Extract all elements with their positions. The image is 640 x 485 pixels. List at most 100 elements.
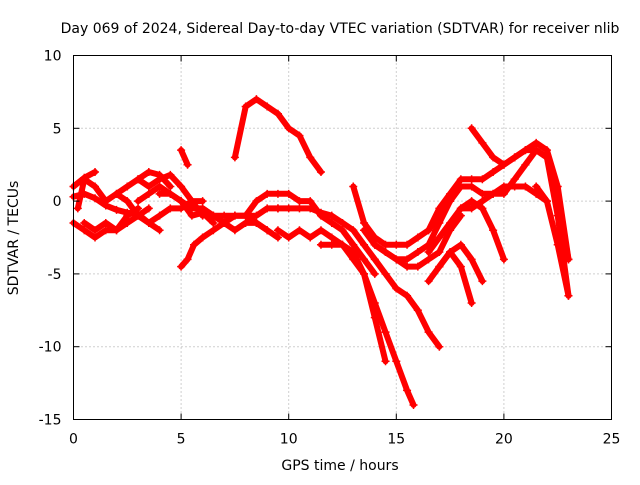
data-point (166, 182, 175, 191)
data-point (478, 204, 487, 213)
data-point (273, 226, 282, 235)
data-point (424, 248, 433, 257)
data-point (80, 226, 89, 235)
data-point (532, 138, 541, 147)
data-point (467, 124, 476, 133)
data-point (155, 175, 164, 184)
data-point (252, 197, 261, 206)
data-point (155, 226, 164, 235)
data-point (327, 218, 336, 227)
data-point (306, 153, 315, 162)
data-point (381, 248, 390, 257)
y-tick-label: -10 (39, 340, 62, 356)
data-point (80, 218, 89, 227)
data-point (263, 102, 272, 111)
data-series-sat-27 (532, 182, 573, 300)
x-tick-label: 5 (177, 432, 186, 448)
data-point (144, 167, 153, 176)
data-point (499, 255, 508, 264)
data-point (198, 197, 207, 206)
data-point (446, 189, 455, 198)
data-series-sat-11 (177, 146, 192, 169)
data-point (370, 240, 379, 249)
data-point (403, 240, 412, 249)
data-point (413, 306, 422, 315)
data-point (542, 146, 551, 155)
data-point (134, 175, 143, 184)
data-point (392, 240, 401, 249)
data-point (230, 226, 239, 235)
data-point (112, 189, 121, 198)
data-point (273, 189, 282, 198)
data-point (183, 255, 192, 264)
data-point (499, 160, 508, 169)
data-point (489, 189, 498, 198)
data-point (381, 269, 390, 278)
data-series-sat-13 (230, 95, 325, 176)
data-point (166, 170, 175, 179)
data-point (521, 146, 530, 155)
y-tick-label: 0 (53, 194, 62, 210)
data-point (198, 204, 207, 213)
data-point (198, 233, 207, 242)
data-point (338, 226, 347, 235)
data-point (263, 226, 272, 235)
data-point (177, 262, 186, 271)
data-point (230, 211, 239, 220)
data-point (446, 248, 455, 257)
data-point (316, 208, 325, 217)
data-point (101, 197, 110, 206)
data-point (144, 189, 153, 198)
data-point (263, 204, 272, 213)
data-point (413, 248, 422, 257)
data-point (564, 291, 573, 300)
data-point (542, 197, 551, 206)
data-point (327, 233, 336, 242)
data-point (284, 124, 293, 133)
data-point (273, 109, 282, 118)
data-series-sat-21 (424, 197, 508, 264)
data-point (532, 146, 541, 155)
series-line (274, 205, 443, 350)
data-point (252, 95, 261, 104)
data-point (316, 167, 325, 176)
data-point (381, 240, 390, 249)
data-point (456, 204, 465, 213)
data-point (370, 269, 379, 278)
data-point (144, 204, 153, 213)
data-point (435, 204, 444, 213)
data-point (349, 226, 358, 235)
x-tick-label: 15 (387, 432, 405, 448)
data-point (349, 240, 358, 249)
series-line (533, 183, 572, 299)
data-point (403, 262, 412, 271)
data-point (338, 218, 347, 227)
data-point (123, 182, 132, 191)
series-line (178, 212, 271, 270)
data-series-sat-25 (456, 146, 573, 300)
data-point (478, 175, 487, 184)
data-point (91, 167, 100, 176)
data-point (478, 189, 487, 198)
data-point (273, 204, 282, 213)
data-point (499, 189, 508, 198)
data-point (80, 175, 89, 184)
data-point (91, 233, 100, 242)
data-point (532, 182, 541, 191)
data-point (220, 211, 229, 220)
data-series-sat-20 (370, 182, 551, 264)
data-point (478, 138, 487, 147)
data-point (435, 248, 444, 257)
data-point (190, 240, 199, 249)
data-point (220, 218, 229, 227)
data-point (521, 182, 530, 191)
data-point (101, 218, 110, 227)
data-point (177, 182, 186, 191)
data-series-sat-26 (467, 124, 573, 264)
data-point (187, 211, 196, 220)
data-point (403, 386, 412, 395)
data-point (424, 255, 433, 264)
data-point (295, 226, 304, 235)
y-tick-label: 10 (44, 49, 62, 65)
